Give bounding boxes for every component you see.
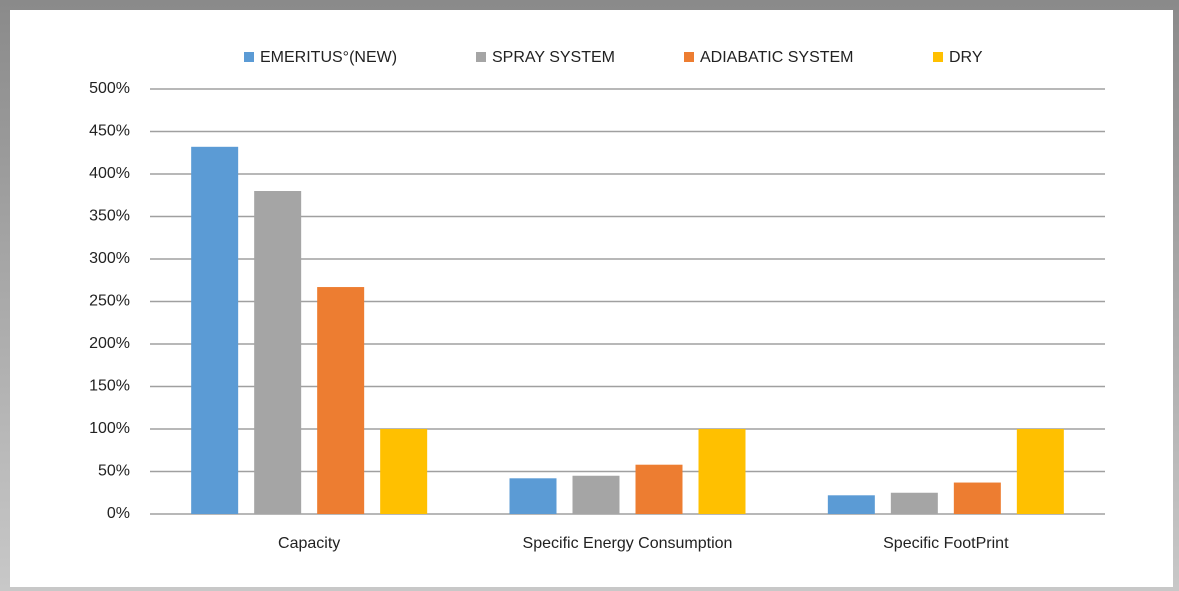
legend-label: SPRAY SYSTEM — [492, 49, 615, 66]
bar — [317, 287, 365, 514]
y-tick-label: 250% — [89, 293, 130, 310]
legend-label: EMERITUS°(NEW) — [260, 49, 397, 66]
bar — [509, 478, 557, 514]
legend-swatch — [244, 52, 254, 62]
bar — [572, 475, 620, 514]
bar — [254, 191, 302, 514]
y-tick-label: 0% — [107, 505, 130, 522]
x-tick-label: Capacity — [278, 535, 340, 552]
y-tick-label: 500% — [89, 80, 130, 97]
y-tick-label: 100% — [89, 420, 130, 437]
y-tick-label: 150% — [89, 378, 130, 395]
legend-swatch — [476, 52, 486, 62]
bar — [827, 495, 875, 514]
x-tick-label: Specific Energy Consumption — [523, 535, 733, 552]
bar — [191, 146, 239, 515]
y-tick-label: 200% — [89, 335, 130, 352]
bar — [1016, 429, 1064, 514]
legend-swatch — [684, 52, 694, 62]
legend-label: DRY — [949, 49, 983, 66]
y-tick-label: 50% — [98, 463, 130, 480]
bar — [635, 464, 683, 514]
x-tick-label: Specific FootPrint — [883, 535, 1009, 552]
legend-label: ADIABATIC SYSTEM — [700, 49, 854, 66]
y-tick-label: 300% — [89, 250, 130, 267]
y-tick-label: 350% — [89, 208, 130, 225]
bar — [698, 429, 746, 514]
bar — [380, 429, 428, 514]
y-tick-label: 450% — [89, 123, 130, 140]
bar — [953, 482, 1001, 514]
y-tick-label: 400% — [89, 165, 130, 182]
legend-swatch — [933, 52, 943, 62]
bar — [890, 492, 938, 514]
